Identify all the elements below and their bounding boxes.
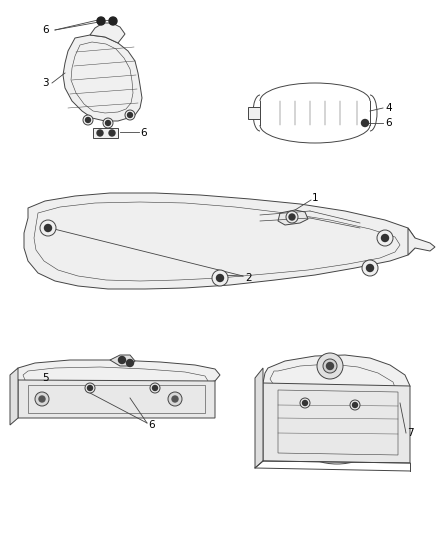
Text: 5: 5 <box>42 373 49 383</box>
Circle shape <box>83 115 93 125</box>
Polygon shape <box>10 368 18 425</box>
Circle shape <box>326 362 333 369</box>
Circle shape <box>367 264 374 271</box>
Circle shape <box>39 396 45 402</box>
Circle shape <box>109 17 117 25</box>
Text: 6: 6 <box>42 25 49 35</box>
Text: 7: 7 <box>407 428 413 438</box>
Polygon shape <box>255 368 263 468</box>
Circle shape <box>152 385 158 391</box>
Text: 6: 6 <box>140 128 147 138</box>
Polygon shape <box>408 228 435 255</box>
Circle shape <box>289 214 295 220</box>
Circle shape <box>216 274 223 281</box>
Circle shape <box>303 400 307 406</box>
Circle shape <box>125 110 135 120</box>
Circle shape <box>40 220 56 236</box>
Circle shape <box>127 112 133 117</box>
Polygon shape <box>18 380 215 418</box>
Circle shape <box>97 130 103 136</box>
Text: 2: 2 <box>245 273 251 283</box>
Circle shape <box>35 392 49 406</box>
Text: 3: 3 <box>42 78 49 88</box>
Text: 6: 6 <box>148 420 155 430</box>
Circle shape <box>106 120 110 125</box>
Polygon shape <box>63 35 142 121</box>
Circle shape <box>362 260 378 276</box>
Circle shape <box>85 383 95 393</box>
Circle shape <box>212 270 228 286</box>
Circle shape <box>286 211 298 223</box>
Circle shape <box>97 17 105 25</box>
Polygon shape <box>263 355 410 407</box>
Circle shape <box>119 357 126 364</box>
Circle shape <box>317 353 343 379</box>
Circle shape <box>300 398 310 408</box>
Circle shape <box>361 119 368 126</box>
Circle shape <box>381 235 389 241</box>
Polygon shape <box>263 383 410 463</box>
Circle shape <box>85 117 91 123</box>
Circle shape <box>350 400 360 410</box>
Circle shape <box>88 385 92 391</box>
Polygon shape <box>24 193 415 289</box>
Polygon shape <box>110 355 135 366</box>
Polygon shape <box>248 107 260 119</box>
Polygon shape <box>93 128 118 138</box>
Circle shape <box>109 130 115 136</box>
Circle shape <box>377 230 393 246</box>
Circle shape <box>127 359 134 367</box>
Text: 6: 6 <box>385 118 392 128</box>
Circle shape <box>323 359 337 373</box>
Polygon shape <box>278 210 308 225</box>
Circle shape <box>168 392 182 406</box>
Circle shape <box>353 402 357 408</box>
Text: 1: 1 <box>312 193 318 203</box>
Polygon shape <box>15 360 220 390</box>
Polygon shape <box>90 23 125 43</box>
Circle shape <box>172 396 178 402</box>
Text: 4: 4 <box>385 103 392 113</box>
Circle shape <box>45 224 52 231</box>
Circle shape <box>103 118 113 128</box>
Circle shape <box>150 383 160 393</box>
